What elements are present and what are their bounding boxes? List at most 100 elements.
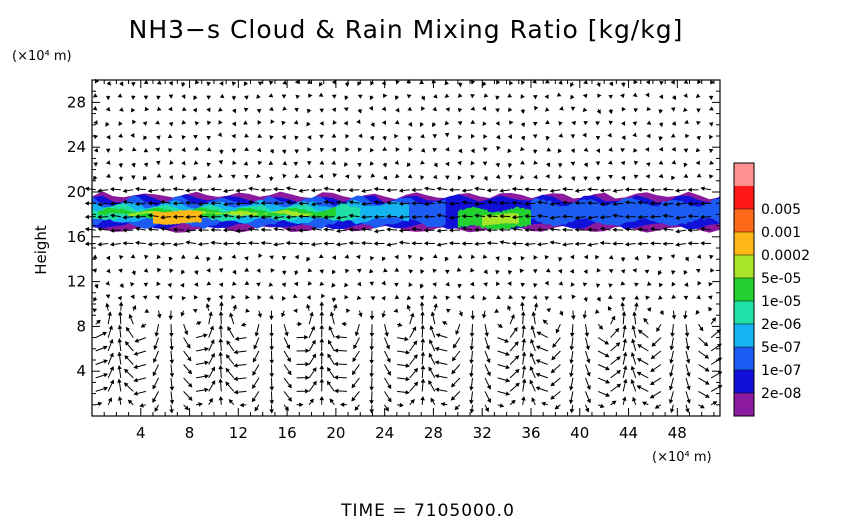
wind-arrow <box>597 390 611 397</box>
colorbar-tick-label: 2e-08 <box>761 386 801 402</box>
wind-arrow <box>257 120 262 125</box>
wind-arrow <box>499 240 511 245</box>
wind-arrow <box>319 147 325 153</box>
wind-arrow <box>394 294 400 300</box>
wind-arrow <box>357 147 363 153</box>
wind-arrow <box>570 161 576 166</box>
wind-arrow <box>411 240 423 246</box>
wind-arrow <box>644 269 650 274</box>
wind-arrow <box>551 350 561 361</box>
wind-arrow <box>206 120 212 126</box>
wind-arrow <box>420 160 425 165</box>
wind-arrow <box>668 391 674 404</box>
wind-arrow <box>597 350 610 358</box>
wind-arrow <box>620 301 625 311</box>
wind-arrow <box>128 313 134 325</box>
wind-arrow <box>341 321 347 327</box>
wind-arrow <box>168 122 174 127</box>
wind-arrow <box>252 350 260 363</box>
wind-arrow <box>650 350 662 360</box>
wind-arrow <box>206 81 212 87</box>
wind-arrow <box>630 352 637 365</box>
wind-arrow <box>130 282 135 287</box>
wind-arrow <box>97 227 109 232</box>
wind-arrow <box>509 341 519 352</box>
wind-arrow <box>531 397 536 406</box>
wind-arrow <box>294 135 299 141</box>
wind-arrow <box>384 324 389 337</box>
wind-arrow <box>260 227 272 233</box>
wind-arrow <box>649 226 661 232</box>
wind-arrow <box>585 404 590 413</box>
wind-arrow <box>470 106 476 111</box>
wind-arrow <box>451 364 461 375</box>
wind-arrow <box>687 187 699 193</box>
wind-arrow <box>285 200 297 205</box>
wind-arrow <box>155 147 161 152</box>
wind-arrow <box>361 214 373 220</box>
wind-arrow <box>469 404 475 414</box>
wind-arrow <box>544 280 549 286</box>
wind-arrow <box>222 213 234 219</box>
wind-arrow <box>172 227 184 232</box>
wind-arrow <box>685 391 691 404</box>
wind-arrow <box>683 173 689 178</box>
wind-arrow <box>123 382 134 392</box>
wind-arrow <box>544 107 550 112</box>
wind-arrow <box>450 377 461 388</box>
wind-arrow <box>133 390 147 396</box>
wind-arrow <box>683 107 688 113</box>
wind-arrow <box>440 402 448 407</box>
wind-arrow <box>219 149 224 155</box>
wind-arrow <box>172 186 184 192</box>
wind-arrow <box>244 95 249 100</box>
wind-arrow <box>217 132 223 138</box>
wind-arrow <box>651 337 662 347</box>
wind-arrow <box>557 148 562 154</box>
chart-title: NH3−s Cloud & Rain Mixing Ratio [kg/kg] <box>129 15 684 44</box>
wind-arrow <box>183 350 192 362</box>
wind-arrow <box>610 327 620 338</box>
wind-arrow <box>269 404 274 414</box>
wind-arrow <box>599 226 611 232</box>
wind-arrow <box>273 200 285 206</box>
wind-arrow <box>152 377 159 390</box>
wind-arrow <box>683 270 688 275</box>
wind-arrow <box>569 324 575 338</box>
wind-arrow <box>499 227 511 233</box>
wind-arrow <box>495 108 500 113</box>
wind-arrow <box>382 146 388 151</box>
wind-arrow <box>631 338 637 352</box>
wind-arrow <box>658 160 664 165</box>
wind-arrow <box>409 340 418 352</box>
wind-arrow <box>430 311 436 325</box>
wind-arrow <box>696 120 701 126</box>
wind-arrow <box>433 303 438 311</box>
wind-arrow <box>595 283 601 288</box>
wind-arrow <box>544 94 549 100</box>
wind-arrow <box>369 391 374 405</box>
wind-arrow <box>331 79 336 85</box>
wind-arrow <box>612 201 624 207</box>
wind-arrow <box>281 310 286 318</box>
wind-arrow <box>122 227 134 233</box>
wind-arrow <box>293 161 299 167</box>
wind-arrow <box>97 202 109 207</box>
wind-arrow <box>269 324 274 338</box>
wind-arrow <box>152 350 159 364</box>
wind-arrow <box>495 174 501 179</box>
wind-arrow <box>549 227 561 232</box>
wind-arrow <box>143 95 149 100</box>
wind-arrow <box>282 80 288 85</box>
wind-arrow <box>323 227 335 232</box>
wind-arrow <box>93 175 98 181</box>
wind-arrow <box>675 242 687 247</box>
wind-arrow <box>109 201 121 206</box>
colorbar-tick-label: 1e-07 <box>761 363 801 379</box>
colorbar-swatch <box>734 255 754 278</box>
wind-arrow <box>496 134 501 140</box>
wind-arrow <box>458 148 463 154</box>
wind-arrow <box>94 283 99 289</box>
wind-arrow <box>658 173 664 179</box>
wind-arrow <box>448 240 460 246</box>
